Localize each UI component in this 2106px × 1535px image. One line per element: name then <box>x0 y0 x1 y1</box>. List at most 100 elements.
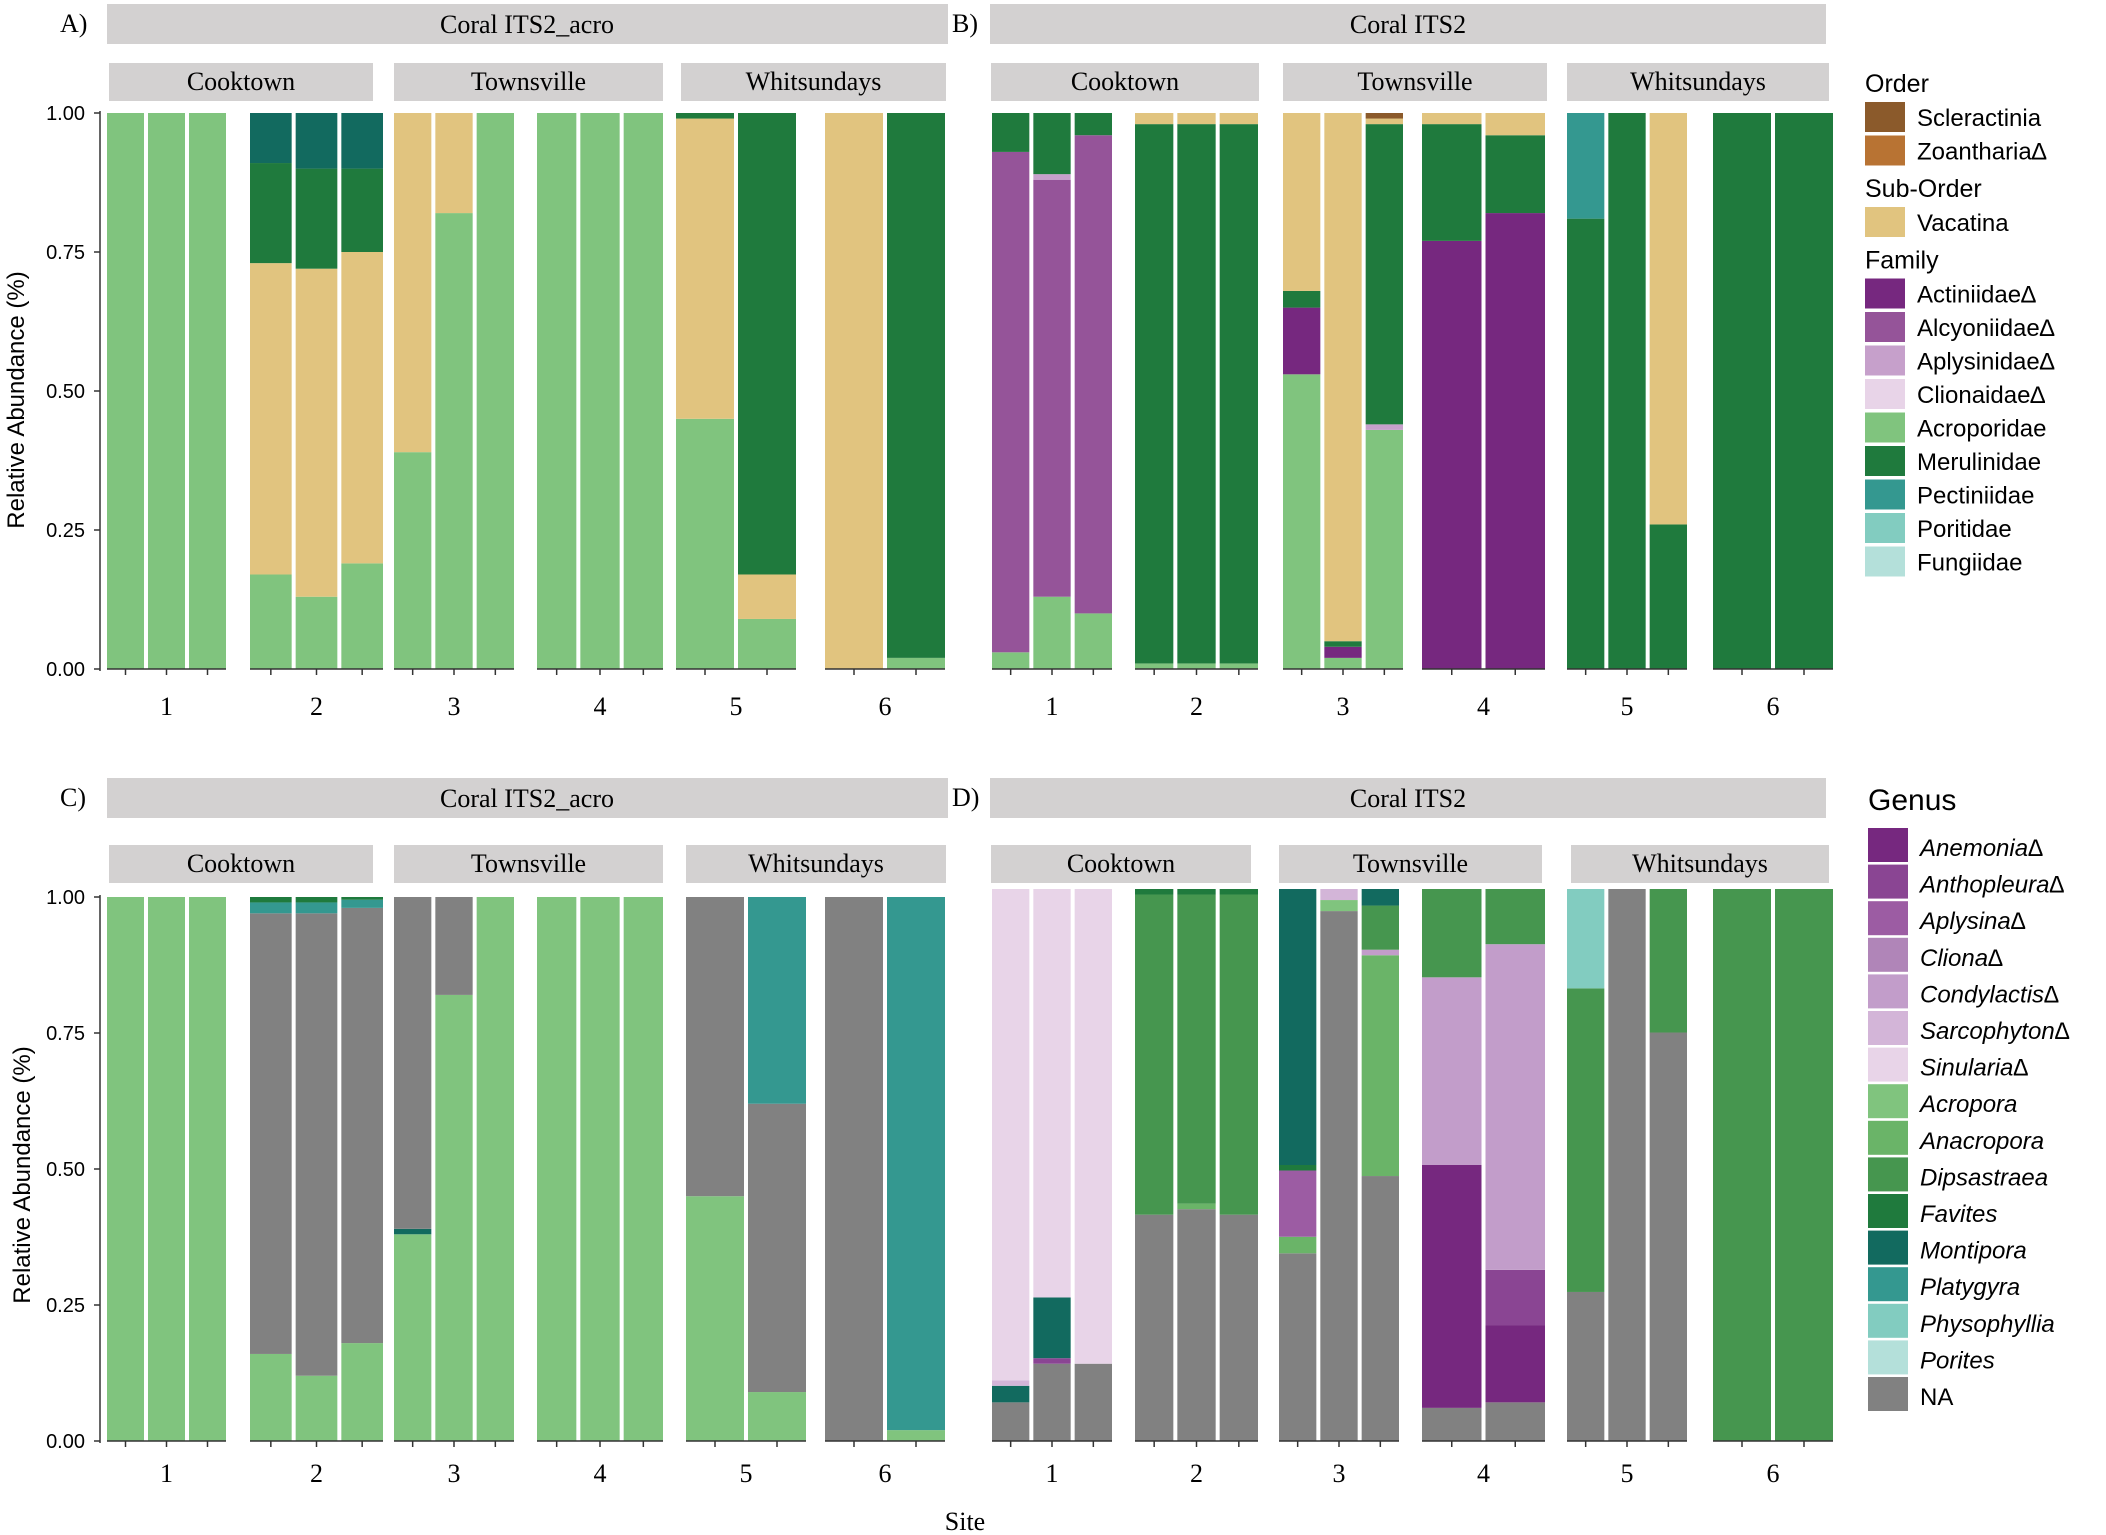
legend-swatch-sinularia <box>1868 1047 1908 1082</box>
region-strip <box>109 845 373 883</box>
site-group-1: 1 <box>992 889 1112 1488</box>
y-tick-label: 1.00 <box>46 103 85 125</box>
panel-d-strip <box>990 778 1826 818</box>
panel-b-title: Coral ITS2 <box>1350 10 1466 39</box>
bar-segment-na <box>341 907 383 1344</box>
bar-segment-acroporidae <box>1283 374 1321 669</box>
legend-label: Anthopleura∆ <box>1918 872 2064 899</box>
legend-label: Zoantharia∆ <box>1917 139 2047 166</box>
site-label: 1 <box>160 1459 173 1488</box>
bar-segment-merulinidae <box>992 113 1030 152</box>
site-group-5: 5 <box>686 897 806 1488</box>
bar-segment-vacatina <box>1219 113 1258 125</box>
legend-label: Actiniidae∆ <box>1917 282 2036 309</box>
bar-segment-merulinidae <box>1177 124 1216 664</box>
bar-segment-vacatina <box>1135 113 1174 125</box>
region-strip <box>1567 63 1829 101</box>
site-group-4: 4 <box>537 113 663 721</box>
bar-segment-sinularia <box>1033 889 1071 1298</box>
bar-segment-acropora <box>148 897 185 1441</box>
site-label: 6 <box>1767 692 1780 721</box>
legend-label: Alcyoniidae∆ <box>1917 315 2055 342</box>
bar-segment-na <box>295 913 338 1376</box>
bar-segment-vacatina <box>295 268 338 597</box>
bar-segment-acroporidae <box>435 213 473 669</box>
site-group-5: 5 <box>1567 113 1687 721</box>
bar-segment-acroporidae <box>295 596 338 669</box>
legend-swatch-porites <box>1868 1340 1908 1375</box>
legend-swatch-montipora <box>1868 1230 1908 1265</box>
site-label: 3 <box>448 1459 461 1488</box>
site-label: 3 <box>1333 1459 1346 1488</box>
bar-segment-na <box>1485 1402 1545 1441</box>
bar-segment-dipsastraea <box>1422 889 1482 978</box>
bar-segment-merulinidae <box>341 168 383 252</box>
site-label: 6 <box>879 692 892 721</box>
bar-segment-na <box>1279 1253 1317 1441</box>
bar-segment-acroporidae <box>189 113 226 669</box>
region-label: Whitsundays <box>746 67 882 96</box>
bar-segment-na <box>825 897 883 1441</box>
site-label: 5 <box>730 692 743 721</box>
bar-segment-platygyra <box>250 902 292 914</box>
bar-segment-favites <box>250 897 292 903</box>
legend-2: Genus Anemonia∆ Anthopleura∆ Aplysina∆ Clion… <box>1868 784 2070 1411</box>
panel-a-title: Coral ITS2_acro <box>440 10 614 39</box>
y-tick-label: 0.00 <box>46 1431 85 1453</box>
site-group-1: 1 <box>107 897 226 1488</box>
bar-segment-vacatina <box>1324 113 1362 642</box>
bar-segment-montipora <box>1361 889 1399 906</box>
bar-segment-na <box>394 897 432 1229</box>
bar-segment-acropora <box>1320 900 1358 912</box>
bar-segment-merulinidae <box>1324 641 1362 647</box>
legend-label: Dipsastraea <box>1920 1164 2048 1191</box>
bar-segment-merulinidae <box>1283 290 1321 308</box>
bar-segment-anacropora <box>1361 955 1399 1177</box>
bar-segment-na <box>1074 1363 1112 1441</box>
bar-segment-merulinidae <box>676 113 734 119</box>
bar-segment-dipsastraea <box>1219 894 1258 1215</box>
legend-swatch-physophyllia <box>1868 1303 1908 1338</box>
y-tick-label: 1.00 <box>46 887 85 909</box>
region-strip <box>1279 845 1542 883</box>
bar-segment-montipora <box>992 1385 1030 1403</box>
bar-segment-favites <box>295 897 338 903</box>
bar-segment-acroporidae <box>1135 663 1174 669</box>
bar-segment-acroporidae <box>1219 663 1258 669</box>
bar-segment-montipora <box>250 113 292 164</box>
bar-segment-na <box>250 913 292 1354</box>
site-group-3: 3 <box>394 897 514 1488</box>
bar-segment-na <box>1177 1209 1216 1441</box>
site-label: 2 <box>1190 1459 1203 1488</box>
bar-segment-anthopleura <box>1033 1358 1071 1364</box>
y-tick-label: 0.75 <box>46 1023 85 1045</box>
legend-label: Acropora <box>1918 1091 2017 1118</box>
bar-segment-montipora <box>341 113 383 169</box>
bar-segment-favites <box>1177 889 1216 895</box>
legend-label: Anemonia∆ <box>1918 835 2043 862</box>
bar-segment-sarcophyton <box>1320 889 1358 901</box>
bar-segment-acroporidae <box>148 113 185 669</box>
bar-segment-merulinidae <box>1033 113 1071 175</box>
site-group-2: 2 <box>1135 113 1258 721</box>
legend-label: Physophyllia <box>1920 1311 2055 1338</box>
bar-segment-na <box>1033 1363 1071 1441</box>
region-strip <box>109 63 373 101</box>
bar-segment-acropora <box>887 1430 945 1441</box>
legend-swatch-actiniidae <box>1865 278 1905 309</box>
bar-segment-alcyoniidae <box>1074 135 1112 614</box>
bar-segment-acroporidae <box>537 113 577 669</box>
legend-swatch-favites <box>1868 1194 1908 1228</box>
legend-label: Fungiidae <box>1917 550 2022 577</box>
bar-segment-physophyllia <box>1567 889 1605 989</box>
legend-swatch-zoantharia <box>1865 135 1905 166</box>
region-strip <box>681 63 946 101</box>
bar-segment-platygyra <box>295 902 338 914</box>
legend-swatch-sarcophyton <box>1868 1011 1908 1045</box>
bar-segment-favites <box>341 897 383 900</box>
panel-1-plot: Cooktown Townsville Whitsundays 0.00 0.25 0.5… <box>46 63 946 721</box>
site-group-4: 4 <box>1422 113 1545 721</box>
y-tick-label: 0.50 <box>46 381 85 403</box>
bar-segment-dipsastraea <box>1135 894 1174 1215</box>
